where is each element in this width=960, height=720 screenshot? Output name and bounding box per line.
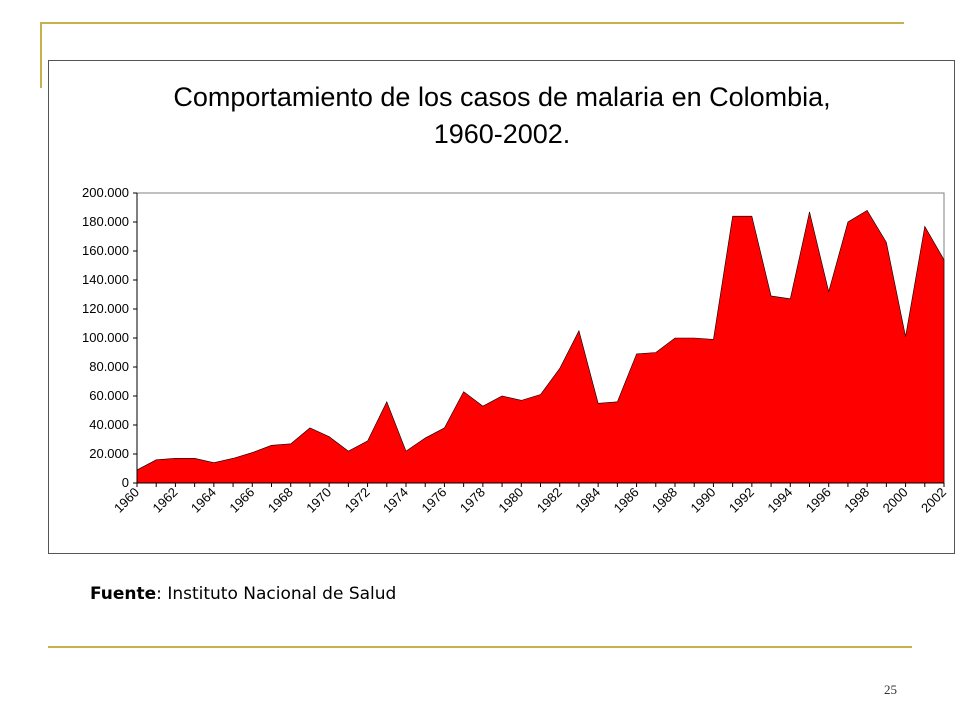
y-tick-label: 100.000 — [82, 330, 129, 345]
top-rule — [40, 22, 904, 24]
chart-frame: Comportamiento de los casos de malaria e… — [48, 60, 955, 554]
chart-title-line-2: 1960-2002. — [434, 119, 571, 149]
x-tick-label: 1970 — [303, 485, 334, 516]
y-tick-label: 200.000 — [82, 185, 129, 200]
source-separator: : — [156, 584, 162, 604]
page-number: 25 — [884, 682, 897, 697]
x-tick-label: 2000 — [880, 485, 911, 516]
chart-title-line-1: Comportamiento de los casos de malaria e… — [173, 82, 830, 112]
x-tick-label: 1960 — [111, 485, 142, 516]
x-tick-label: 1982 — [534, 485, 565, 516]
x-tick-label: 1992 — [726, 485, 757, 516]
source-note: Fuente: Instituto Nacional de Salud — [90, 584, 396, 604]
x-tick-label: 1994 — [764, 485, 795, 516]
x-tick-label: 1964 — [188, 485, 219, 516]
x-tick-label: 1976 — [418, 485, 449, 516]
y-tick-label: 180.000 — [82, 214, 129, 229]
x-tick-label: 1974 — [380, 485, 411, 516]
y-tick-label: 140.000 — [82, 272, 129, 287]
y-tick-label: 80.000 — [89, 359, 129, 374]
left-rule — [40, 22, 42, 88]
bottom-rule — [48, 646, 912, 648]
x-tick-label: 1988 — [649, 485, 680, 516]
x-tick-label: 1966 — [226, 485, 257, 516]
x-tick-label: 1980 — [495, 485, 526, 516]
x-tick-label: 1996 — [803, 485, 834, 516]
source-label: Fuente — [90, 584, 157, 604]
y-tick-label: 60.000 — [89, 388, 129, 403]
x-tick-label: 1978 — [457, 485, 488, 516]
x-tick-label: 1962 — [149, 485, 180, 516]
x-tick-label: 1984 — [572, 485, 603, 516]
source-text: Instituto Nacional de Salud — [167, 584, 397, 604]
y-tick-label: 40.000 — [89, 417, 129, 432]
chart: Comportamiento de los casos de malaria e… — [82, 82, 949, 516]
x-tick-label: 1972 — [342, 485, 373, 516]
area-series-malaria-cases — [136, 209, 945, 484]
x-tick-label: 1968 — [265, 485, 296, 516]
y-tick-label: 120.000 — [82, 301, 129, 316]
x-tick-label: 1986 — [611, 485, 642, 516]
y-tick-label: 0 — [122, 475, 129, 490]
y-tick-label: 160.000 — [82, 243, 129, 258]
x-tick-label: 2002 — [918, 485, 949, 516]
x-tick-label: 1998 — [841, 485, 872, 516]
x-tick-label: 1990 — [687, 485, 718, 516]
y-tick-label: 20.000 — [89, 446, 129, 461]
